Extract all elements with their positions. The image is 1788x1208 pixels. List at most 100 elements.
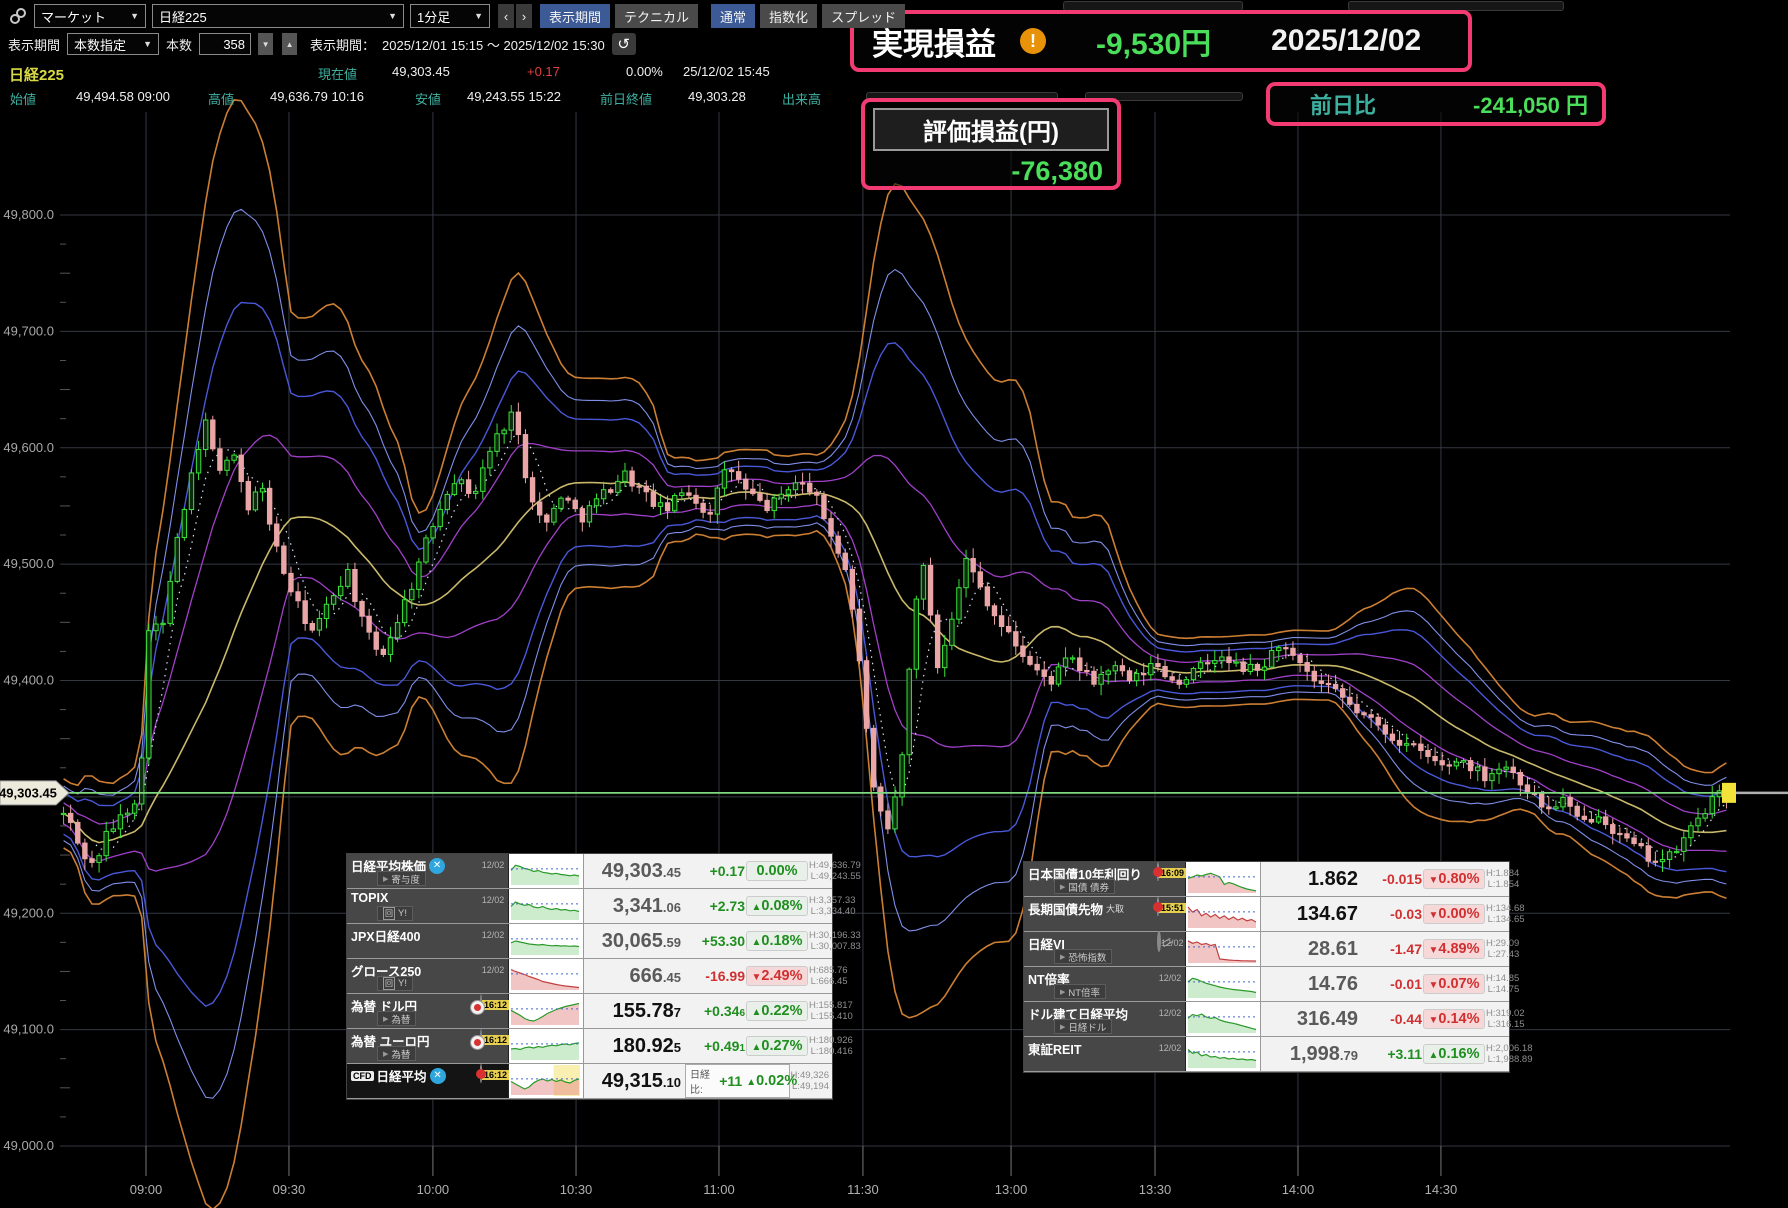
instrument-label-cell[interactable]: 為替 ドル円 ▶ 為替 16:12 <box>347 994 510 1028</box>
instrument-label-cell[interactable]: TOPIX 回 Y! 12/02 <box>347 889 509 923</box>
instrument-label-cell[interactable]: JPX日経400 12/02 <box>347 924 509 958</box>
market-select[interactable]: マーケット ▼ <box>34 4 146 28</box>
sub-link-badge[interactable]: ▶ 日経ドル <box>1054 1019 1113 1034</box>
symbol-select[interactable]: 日経225 ▼ <box>152 4 404 28</box>
sparkline-cell[interactable] <box>509 994 584 1028</box>
sparkline-cell[interactable] <box>509 1064 584 1098</box>
instrument-label-cell[interactable]: グロース250 回 Y! 12/02 <box>347 959 509 993</box>
high-low-values: H:2,006.18 L:1,988.89 <box>1486 1043 1533 1065</box>
x-axis-label: 10:30 <box>560 1182 593 1197</box>
count-increment-button[interactable]: ▲ <box>282 33 298 55</box>
market-quote-row[interactable]: 長期国債先物 大取 15:51 134.67 -0.03 ▼0.00% H:134.68 L:… <box>1024 897 1525 932</box>
refresh-button[interactable]: ↺ <box>611 33 636 55</box>
mini-sparkline <box>1187 1049 1257 1068</box>
x-social-icon[interactable]: ✕ <box>429 1067 446 1084</box>
sub-link-badge[interactable]: ▶ 為替 <box>377 1011 417 1026</box>
instrument-label-cell[interactable]: 為替 ユーロ円 ▶ 為替 16:12 <box>347 1029 510 1063</box>
sparkline-cell[interactable] <box>1186 862 1261 896</box>
sparkline-cell[interactable] <box>509 854 584 888</box>
sub-link-badge[interactable]: ▶ 国債 債券 <box>1054 879 1116 894</box>
period-label: 表示期間 <box>8 37 61 53</box>
sparkline-cell[interactable] <box>1186 1037 1261 1071</box>
sparkline-cell[interactable] <box>1186 1002 1261 1036</box>
spread-button[interactable]: スプレッド <box>822 4 906 28</box>
instrument-name: 日本国債10年利回り <box>1028 868 1142 882</box>
display-period-button[interactable]: 表示期間 <box>540 4 611 28</box>
instrument-name: 日経VI <box>1028 938 1065 952</box>
instrument-label-cell[interactable]: 日本国債10年利回り ▶ 国債 債券 16:09 <box>1024 862 1187 896</box>
quote-header-row1: 日経225 現在値 49,303.45 +0.17 0.00% 25/12/02… <box>0 64 900 84</box>
prev-close-value: 49,303.28 <box>688 89 746 104</box>
market-quote-row[interactable]: CFD 日経平均 ✕ 16:12 49,315.10 日経比: +11 ▲0.02% H:49,… <box>347 1064 832 1099</box>
market-quote-row[interactable]: JPX日経400 12/02 30,065.59 +53.30 ▲0.18% H:30,1… <box>347 924 861 959</box>
quote-time: 12/02 <box>1161 938 1184 948</box>
market-quote-row[interactable]: 為替 ドル円 ▶ 為替 16:12 155.787 +0.346 ▲0.22% H:155.8… <box>347 994 853 1029</box>
bar-count-input[interactable]: 358 <box>199 33 252 55</box>
market-quote-row[interactable]: 日本国債10年利回り ▶ 国債 債券 16:09 1.862 -0.015 ▼0.80% H:… <box>1024 862 1519 897</box>
pct-change-badge: 0.00% <box>746 861 808 881</box>
x-axis-label: 14:00 <box>1282 1182 1315 1197</box>
next-button[interactable]: › <box>516 4 532 28</box>
instrument-label-cell[interactable]: 日経VI ▶ 恐怖指数 12/02 <box>1024 931 1186 966</box>
instrument-name: 東証REIT <box>1028 1043 1082 1057</box>
sparkline-cell[interactable] <box>1186 897 1261 931</box>
sparkline-cell[interactable] <box>1186 932 1261 966</box>
sub-link-badge[interactable]: ▶ 恐怖指数 <box>1054 949 1113 964</box>
count-decrement-button[interactable]: ▼ <box>258 33 274 55</box>
instrument-label-cell[interactable]: 長期国債先物 大取 15:51 <box>1024 897 1187 931</box>
market-quote-row[interactable]: TOPIX 回 Y! 12/02 3,341.06 +2.73 ▲0.08% H:3,357.… <box>347 889 855 924</box>
volume-label: 出来高 <box>782 92 822 107</box>
indexed-button[interactable]: 指数化 <box>760 4 818 28</box>
mini-sparkline <box>510 968 580 990</box>
sparkline-cell[interactable] <box>509 924 584 958</box>
instrument-label-cell[interactable]: ドル建て日経平均 ▶ 日経ドル 12/02 <box>1024 1002 1186 1036</box>
quote-change: +0.346 <box>704 1003 745 1019</box>
instrument-label-cell[interactable]: 東証REIT 12/02 <box>1024 1037 1186 1071</box>
market-quote-row[interactable]: 日経平均株価 ✕ ▶ 寄与度 12/02 49,303.45 +0.17 0.00% H:49,… <box>347 854 861 889</box>
sub-link-badge[interactable]: 回 Y! <box>377 976 413 991</box>
x-axis-label: 11:30 <box>847 1182 879 1197</box>
sub-link-badge[interactable]: ▶ 為替 <box>377 1046 417 1061</box>
count-label: 本数 <box>166 37 193 53</box>
prev-button[interactable]: ‹ <box>498 4 514 28</box>
mini-sparkline <box>510 864 580 885</box>
timeframe-select[interactable]: 1分足 ▼ <box>410 4 490 28</box>
technical-button[interactable]: テクニカル <box>615 4 699 28</box>
sub-link-badge[interactable]: 回 Y! <box>377 906 413 921</box>
market-quote-row[interactable]: 為替 ユーロ円 ▶ 為替 16:12 180.925 +0.491 ▲0.27% H:180.… <box>347 1029 853 1064</box>
quote-time: 12/02 <box>1158 973 1182 983</box>
sub-link-badge[interactable]: ▶ NT倍率 <box>1054 984 1107 999</box>
market-quote-row[interactable]: 日経VI ▶ 恐怖指数 12/02 28.61 -1.47 ▼4.89% H:29.09 L:2… <box>1024 931 1519 967</box>
period-bar: 表示期間 本数指定 ▼ 本数 358 ▼ ▲ 表示期間： 2025/12/01 1… <box>8 33 636 55</box>
y-axis-label: 49,700.0 <box>3 323 54 338</box>
sparkline-cell[interactable] <box>509 1029 584 1063</box>
y-axis-label: 49,100.0 <box>3 1022 54 1037</box>
count-mode-select[interactable]: 本数指定 ▼ <box>67 33 160 55</box>
instrument-label-cell[interactable]: 日経平均株価 ✕ ▶ 寄与度 12/02 <box>347 854 509 888</box>
market-table-right: 日本国債10年利回り ▶ 国債 債券 16:09 1.862 -0.015 ▼0.80% H:… <box>1023 861 1532 1073</box>
instrument-label-cell[interactable]: NT倍率 ▶ NT倍率 12/02 <box>1024 967 1186 1001</box>
market-quote-row[interactable]: グロース250 回 Y! 12/02 666.45 -16.99 ▼2.49% H:685.7… <box>347 959 848 994</box>
market-quote-row[interactable]: 東証REIT 12/02 1,998.79 +3.11 ▲0.16% H:2,006.18… <box>1024 1037 1532 1072</box>
instrument-label-cell[interactable]: CFD 日経平均 ✕ 16:12 <box>347 1064 510 1098</box>
normal-button[interactable]: 通常 <box>711 4 756 28</box>
sparkline-cell[interactable] <box>1186 967 1261 1001</box>
pct-change-badge: ▲0.18% <box>746 931 808 951</box>
warning-icon[interactable]: ! <box>1020 28 1046 54</box>
day-change-value: -241,050 円 <box>1473 93 1588 118</box>
instrument-name: JPX日経400 <box>351 930 421 944</box>
high-low-values: H:14.85 L:14.75 <box>1486 973 1520 995</box>
market-quote-row[interactable]: NT倍率 ▶ NT倍率 12/02 14.76 -0.01 ▼0.07% H:14.85 L:1… <box>1024 967 1519 1002</box>
market-quote-row[interactable]: ドル建て日経平均 ▶ 日経ドル 12/02 316.49 -0.44 ▼0.14% H:319… <box>1024 1002 1525 1037</box>
quote-value: 1,998.79 <box>1289 1042 1358 1065</box>
sparkline-cell[interactable] <box>509 889 584 923</box>
quote-value: 316.49 <box>1296 1007 1358 1030</box>
x-social-icon[interactable]: ✕ <box>429 857 446 874</box>
link-icon[interactable] <box>8 6 28 26</box>
pct-change-badge: ▲0.27% <box>746 1036 808 1056</box>
x-axis-label: 09:00 <box>130 1182 163 1197</box>
sparkline-cell[interactable] <box>509 959 584 993</box>
sub-link-badge[interactable]: ▶ 寄与度 <box>377 871 426 886</box>
label-suffix: 大取 <box>1106 904 1125 914</box>
nikkei-diff-box: 日経比: +11 ▲0.02% <box>685 1064 797 1098</box>
